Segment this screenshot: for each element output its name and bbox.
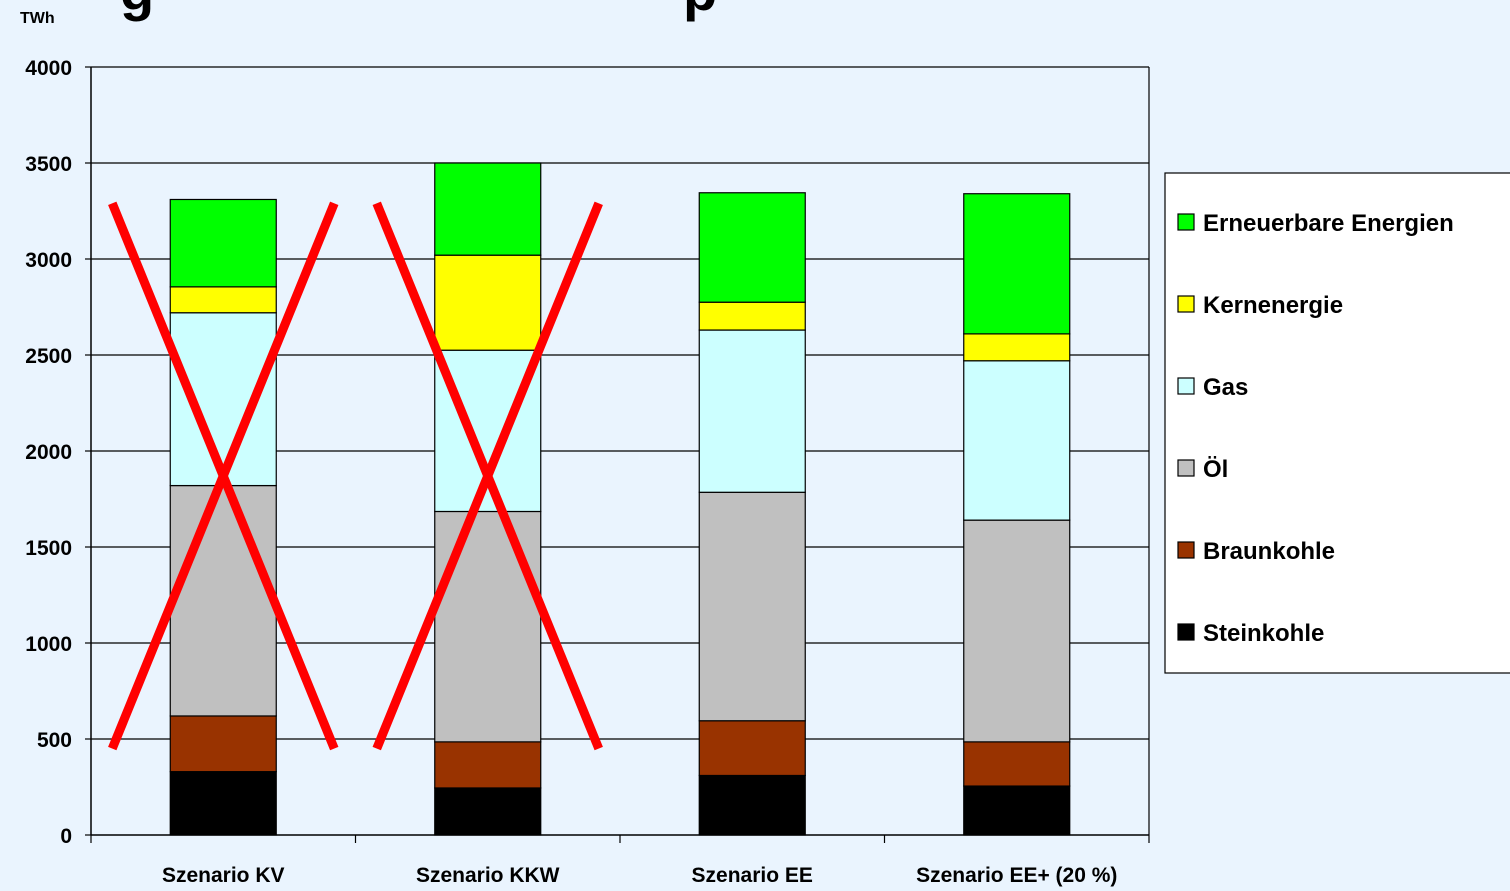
bar-szenario-ee-20-kernenergie	[963, 333, 1071, 362]
cross-szenario-kkw-stroke-2	[372, 201, 603, 751]
legend-swatch-gas	[1177, 377, 1195, 395]
legend-swatch-erneuerbare-energien	[1177, 213, 1195, 231]
legend-label-öl: Öl	[1203, 456, 1228, 483]
bar-szenario-kkw-kernenergie	[434, 254, 542, 351]
cross-szenario-kv-stroke-2	[108, 201, 339, 751]
bar-szenario-kkw-erneuerbare-energien	[434, 162, 542, 256]
title-fragment-left: g	[120, 0, 154, 22]
bar-szenario-kkw-steinkohle	[434, 787, 542, 836]
legend-swatch-kernenergie	[1177, 295, 1195, 313]
bar-szenario-ee-20-steinkohle	[963, 785, 1071, 836]
bar-szenario-ee-20-öl	[963, 519, 1071, 743]
y-axis-ticks: 0 500 1000 1500 2000 2500 3000 3500 4000	[25, 57, 91, 848]
bar-szenario-ee-öl	[698, 491, 806, 722]
bar-szenario-ee-erneuerbare-energien	[698, 192, 806, 303]
x-label-szenario-ee: Szenario EE	[692, 864, 813, 887]
y-tick-label-3000: 3000	[25, 249, 72, 272]
y-tick-label-3500: 3500	[25, 153, 72, 176]
y-tick-label-4000: 4000	[25, 57, 72, 80]
bar-szenario-ee-kernenergie	[698, 301, 806, 331]
cross-out-marks	[108, 201, 603, 751]
bar-szenario-ee-steinkohle	[698, 774, 806, 836]
x-label-szenario-kv: Szenario KV	[162, 864, 285, 887]
bar-szenario-kv-gas	[169, 312, 277, 487]
y-tick-label-2500: 2500	[25, 345, 72, 368]
x-label-szenario-kkw: Szenario KKW	[416, 864, 560, 887]
bar-szenario-kkw-öl	[434, 510, 542, 743]
axes	[90, 67, 1150, 843]
bar-szenario-ee-gas	[698, 329, 806, 493]
legend-label-gas: Gas	[1203, 374, 1248, 401]
bar-szenario-kv-kernenergie	[169, 286, 277, 314]
legend: Erneuerbare Energien Kernenergie Gas Öl Brau…	[1164, 172, 1510, 674]
bar-szenario-kkw-gas	[434, 349, 542, 513]
bar-szenario-ee-20-erneuerbare-energien	[963, 193, 1071, 335]
bar-szenario-kv-öl	[169, 484, 277, 717]
bar-szenario-kv-erneuerbare-energien	[169, 198, 277, 288]
bar-szenario-kv-braunkohle	[169, 715, 277, 773]
legend-swatch-öl	[1177, 459, 1195, 477]
legend-swatch-steinkohle	[1177, 623, 1195, 641]
legend-label-steinkohle: Steinkohle	[1203, 620, 1324, 647]
bar-szenario-ee-braunkohle	[698, 720, 806, 777]
legend-label-erneuerbare-energien: Erneuerbare Energien	[1203, 210, 1454, 237]
bar-szenario-ee-20-gas	[963, 360, 1071, 521]
legend-label-kernenergie: Kernenergie	[1203, 292, 1343, 319]
x-label-szenario-ee-20: Szenario EE+ (20 %)	[916, 864, 1117, 887]
legend-label-braunkohle: Braunkohle	[1203, 538, 1335, 565]
bar-szenario-ee-20-braunkohle	[963, 741, 1071, 787]
y-tick-label-500: 500	[37, 729, 72, 752]
y-tick-label-1000: 1000	[25, 633, 72, 656]
y-tick-label-1500: 1500	[25, 537, 72, 560]
title-fragment-right: p	[683, 0, 717, 22]
bar-szenario-kv-steinkohle	[169, 771, 277, 836]
x-axis-labels: Szenario KV Szenario KKW Szenario EE Szenar…	[162, 864, 1117, 887]
legend-swatch-braunkohle	[1177, 541, 1195, 559]
y-tick-label-2000: 2000	[25, 441, 72, 464]
y-unit-label: TWh	[20, 10, 55, 27]
legend-box	[1164, 172, 1510, 674]
bar-szenario-kkw-braunkohle	[434, 741, 542, 789]
y-tick-label-0: 0	[60, 825, 72, 848]
